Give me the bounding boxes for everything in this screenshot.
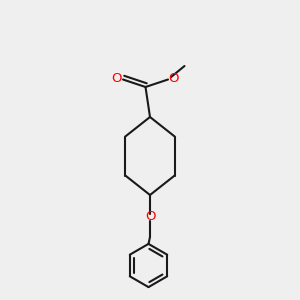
Text: O: O — [145, 209, 155, 223]
Text: O: O — [168, 71, 178, 85]
Text: O: O — [111, 71, 122, 85]
